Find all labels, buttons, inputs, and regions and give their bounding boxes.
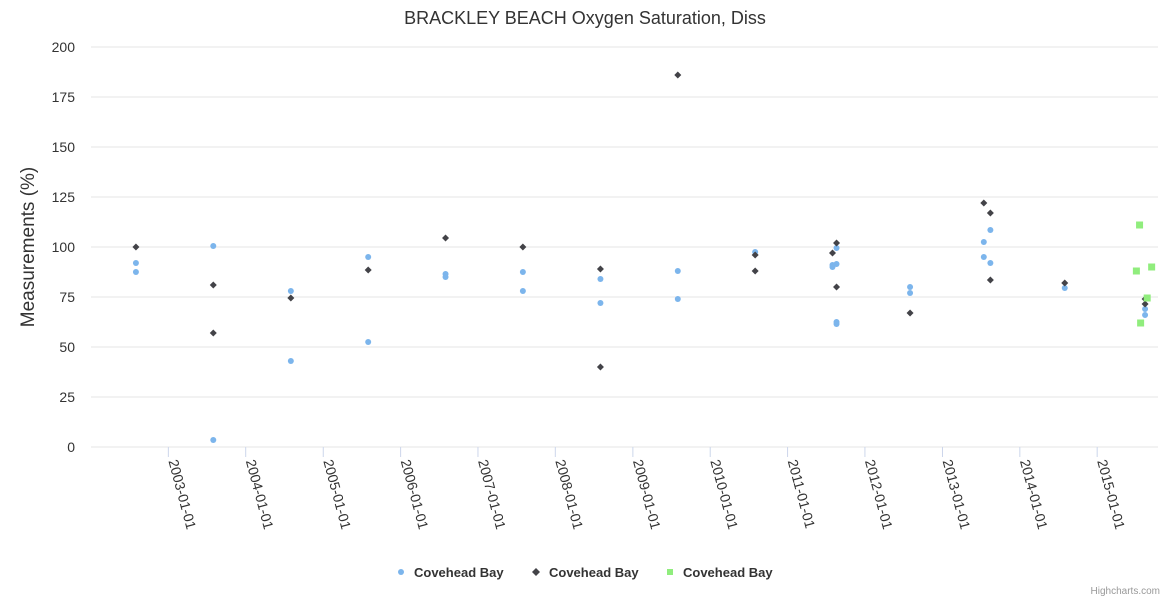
data-point[interactable] [833,245,840,251]
legend-item-series-2[interactable]: Covehead Bay [532,565,639,580]
data-point[interactable] [980,254,987,260]
data-point[interactable] [519,243,527,251]
data-point[interactable] [907,290,914,296]
data-point[interactable] [519,269,526,275]
y-tick-label: 100 [52,239,76,255]
data-point[interactable] [365,339,372,345]
data-point[interactable] [751,267,759,275]
data-point[interactable] [597,300,604,306]
data-point[interactable] [980,199,988,207]
x-tick-label: 2004-01-01 [243,458,277,532]
data-point[interactable] [906,309,914,317]
data-point[interactable] [1132,267,1140,275]
x-tick-label: 2012-01-01 [862,458,896,532]
series-1 [132,227,1149,443]
data-point[interactable] [1137,319,1145,327]
data-point[interactable] [907,284,914,290]
y-tick-label: 0 [67,439,75,455]
data-point[interactable] [442,274,449,280]
x-tick-label: 2007-01-01 [475,458,509,532]
legend: Covehead Bay Covehead Bay Covehead Bay [398,565,773,580]
data-point[interactable] [1143,294,1151,302]
legend-label-3: Covehead Bay [683,565,773,580]
legend-item-series-1[interactable]: Covehead Bay [398,565,504,580]
data-point[interactable] [597,276,604,282]
data-point[interactable] [833,321,840,327]
x-tick-label: 2006-01-01 [398,458,432,532]
data-point[interactable] [364,266,372,274]
data-point[interactable] [833,239,841,247]
data-point[interactable] [210,243,217,249]
legend-item-series-3[interactable]: Covehead Bay [667,565,773,580]
data-point[interactable] [287,358,294,364]
x-axis-ticks: 2003-01-01 2004-01-01 2005-01-01 2006-01-01… [165,447,1128,531]
data-point[interactable] [751,251,759,259]
data-point[interactable] [674,268,681,274]
data-point[interactable] [1142,312,1149,318]
y-tick-label: 25 [59,389,75,405]
legend-square-marker [667,569,673,575]
data-point[interactable] [986,276,994,284]
data-point[interactable] [1136,221,1144,229]
gridlines [91,46,1158,448]
x-tick-label: 2011-01-01 [785,458,819,531]
credits-link[interactable]: Highcharts.com [1091,586,1160,597]
data-point[interactable] [132,260,139,266]
legend-circle-marker [398,569,404,575]
y-tick-label: 75 [59,289,75,305]
data-point[interactable] [596,363,604,371]
series-3 [1132,221,1156,327]
legend-label-1: Covehead Bay [414,565,504,580]
x-tick-label: 2014-01-01 [1017,458,1051,532]
data-point[interactable] [833,283,841,291]
legend-diamond-marker [532,568,540,576]
x-tick-label: 2013-01-01 [940,458,974,532]
data-point[interactable] [1061,279,1069,287]
data-point[interactable] [1148,263,1156,271]
series-2 [132,71,1149,371]
y-tick-label: 50 [59,339,75,355]
y-axis-label: Measurements (%) [18,167,39,328]
x-tick-label: 2010-01-01 [707,458,741,532]
data-point[interactable] [365,254,372,260]
data-point[interactable] [987,227,994,233]
data-point[interactable] [828,249,836,257]
legend-label-2: Covehead Bay [549,565,639,580]
data-point[interactable] [833,261,840,267]
data-point[interactable] [287,288,294,294]
x-tick-label: 2005-01-01 [320,458,354,532]
x-tick-label: 2015-01-01 [1094,458,1128,532]
data-point[interactable] [132,243,140,251]
x-tick-label: 2003-01-01 [165,458,199,532]
data-point[interactable] [1142,306,1149,312]
data-point[interactable] [674,296,681,302]
y-axis-ticks: 0 25 50 75 100 125 150 175 200 [52,39,76,455]
y-tick-label: 200 [52,39,76,55]
data-point[interactable] [442,234,450,242]
data-point[interactable] [209,281,217,289]
data-point[interactable] [674,71,682,79]
data-point[interactable] [986,209,994,217]
data-point[interactable] [987,260,994,266]
x-tick-label: 2009-01-01 [630,458,664,532]
data-point[interactable] [1141,300,1149,308]
y-tick-label: 175 [52,89,76,105]
data-point[interactable] [1061,285,1068,291]
data-point[interactable] [980,239,987,245]
y-tick-label: 150 [52,139,76,155]
data-point[interactable] [132,269,139,275]
data-point[interactable] [596,265,604,273]
data-point[interactable] [209,329,217,337]
plot-area [132,71,1156,443]
data-point[interactable] [287,294,295,302]
data-point[interactable] [210,437,217,443]
chart-title: BRACKLEY BEACH Oxygen Saturation, Diss [404,8,766,28]
y-tick-label: 125 [52,189,76,205]
x-tick-label: 2008-01-01 [552,458,586,532]
data-point[interactable] [519,288,526,294]
